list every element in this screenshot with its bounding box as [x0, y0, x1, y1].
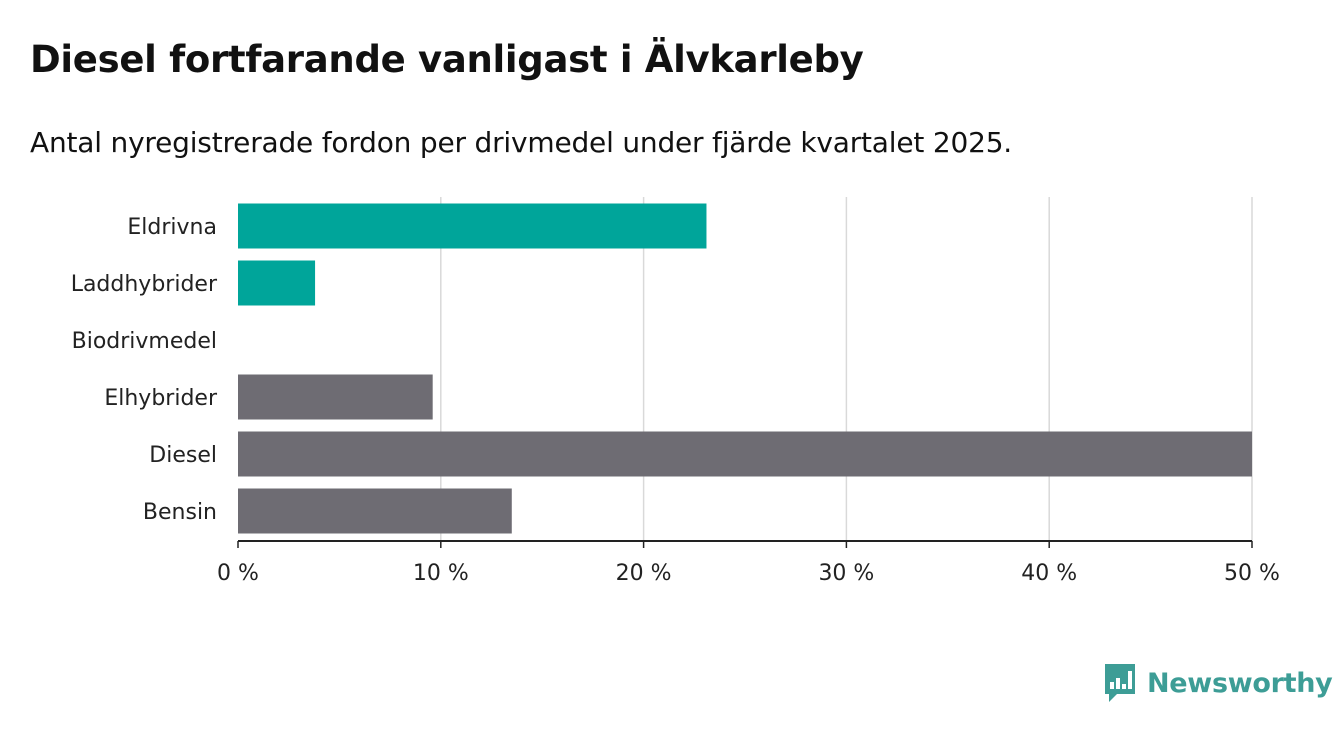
chart-subtitle: Antal nyregistrerade fordon per drivmede… — [30, 126, 1013, 159]
bar — [238, 260, 316, 306]
brand-name: Newsworthy — [1147, 667, 1333, 699]
x-tick-label: 20 % — [616, 561, 672, 586]
category-label: Biodrivmedel — [72, 329, 217, 354]
x-tick-label: 50 % — [1224, 561, 1280, 586]
bar — [238, 431, 1252, 477]
category-label: Bensin — [143, 500, 217, 525]
newsworthy-logo: Newsworthy — [1103, 662, 1333, 704]
x-axis: 0 % 10 % 20 % 30 % 40 % 50 % — [217, 540, 1280, 586]
gridlines — [440, 197, 1253, 541]
x-tick-label: 30 % — [818, 561, 874, 586]
category-label: Elhybrider — [104, 386, 218, 411]
bar — [238, 488, 512, 534]
bar — [238, 374, 433, 420]
bar — [238, 203, 707, 249]
x-tick-label: 40 % — [1021, 561, 1077, 586]
category-label: Diesel — [149, 443, 217, 468]
chart-title: Diesel fortfarande vanligast i Älvkarleb… — [30, 38, 864, 81]
bars — [238, 203, 1252, 534]
category-label: Eldrivna — [127, 215, 217, 240]
category-label: Laddhybrider — [71, 272, 218, 297]
category-labels: Eldrivna Laddhybrider Biodrivmedel Elhybrid… — [71, 215, 218, 525]
x-tick-label: 10 % — [413, 561, 469, 586]
x-tick-label: 0 % — [217, 561, 259, 586]
newsworthy-logo-icon — [1105, 664, 1135, 702]
